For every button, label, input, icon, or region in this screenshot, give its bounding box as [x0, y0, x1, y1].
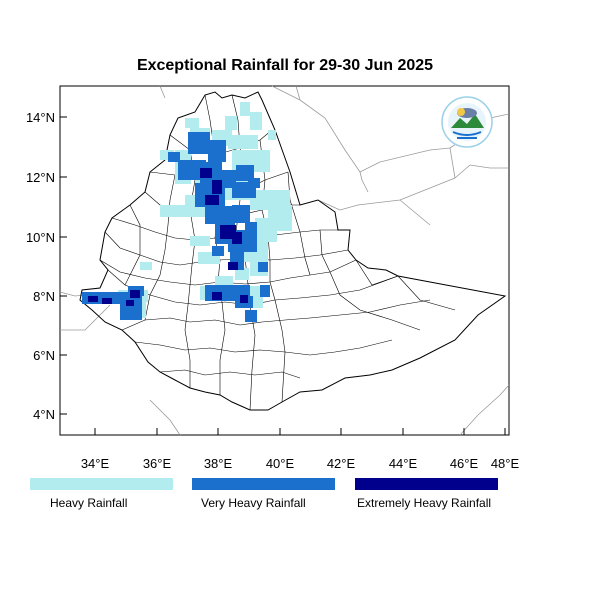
- extremely-heavy-rainfall-cell: [232, 232, 242, 244]
- heavy-rainfall-cell: [225, 116, 237, 130]
- heavy-rainfall-cell: [160, 205, 184, 217]
- institute-logo: [441, 96, 493, 148]
- neighbor-borders: [59, 85, 510, 436]
- y-tick-label: 4°N: [33, 407, 55, 422]
- x-tick-label: 44°E: [389, 456, 418, 471]
- heavy-rainfall-cell: [255, 218, 277, 242]
- extremely-heavy-rainfall-cell: [240, 295, 248, 303]
- x-tick-label: 46°E: [450, 456, 479, 471]
- very-heavy-rainfall-cell: [178, 160, 206, 180]
- heavy-rainfall-cell: [250, 112, 262, 130]
- extremely-heavy-rainfall-cell: [130, 290, 140, 298]
- very-heavy-rainfall-cell: [212, 246, 224, 256]
- very-heavy-rainfall-cell: [208, 140, 226, 162]
- extremely-heavy-rainfall-cell: [205, 195, 219, 205]
- heavy-rainfall-cell: [235, 268, 249, 280]
- y-tick-label: 6°N: [33, 348, 55, 363]
- map-plot-frame: [59, 85, 510, 436]
- legend-label-heavy: Heavy Rainfall: [50, 496, 128, 510]
- very-heavy-rainfall-cell: [232, 205, 250, 223]
- legend-swatch-extremely-heavy: [355, 478, 498, 490]
- extremely-heavy-rainfall-cell: [88, 296, 98, 302]
- map-title: Exceptional Rainfall for 29-30 Jun 2025: [136, 57, 434, 74]
- very-heavy-rainfall-cell: [260, 285, 270, 297]
- extremely-heavy-rainfall-area: [88, 168, 248, 306]
- x-axis: 34°E 36°E 38°E 40°E 42°E 44°E 46°E 48°E: [81, 428, 520, 471]
- heavy-rainfall-cell: [185, 118, 199, 128]
- extremely-heavy-rainfall-cell: [102, 298, 112, 304]
- very-heavy-rainfall-cell: [236, 165, 254, 181]
- very-heavy-rainfall-cell: [205, 206, 233, 224]
- x-tick-label: 34°E: [81, 456, 110, 471]
- y-tick-label: 14°N: [26, 110, 55, 125]
- y-tick-label: 10°N: [26, 230, 55, 245]
- x-tick-label: 36°E: [143, 456, 172, 471]
- heavy-rainfall-cell: [190, 236, 210, 246]
- admin-boundaries: [99, 94, 456, 411]
- very-heavy-rainfall-cell: [258, 262, 268, 272]
- very-heavy-rainfall-cell: [245, 310, 257, 322]
- legend-label-very-heavy: Very Heavy Rainfall: [201, 496, 306, 510]
- very-heavy-rainfall-cell: [120, 298, 142, 320]
- heavy-rainfall-cell: [228, 135, 258, 149]
- very-heavy-rainfall-cell: [245, 222, 257, 252]
- legend-swatch-heavy: [30, 478, 173, 490]
- x-tick-label: 42°E: [327, 456, 356, 471]
- very-heavy-rainfall-cell: [168, 152, 180, 162]
- heavy-rainfall-cell: [240, 102, 250, 116]
- extremely-heavy-rainfall-cell: [212, 292, 222, 300]
- extremely-heavy-rainfall-cell: [228, 262, 238, 270]
- extremely-heavy-rainfall-cell: [126, 300, 134, 306]
- heavy-rainfall-cell: [268, 130, 276, 140]
- heavy-rainfall-cell: [140, 262, 152, 270]
- heavy-rainfall-cell: [180, 205, 205, 217]
- legend-label-extremely-heavy: Extremely Heavy Rainfall: [357, 496, 492, 510]
- legend-swatch-very-heavy: [192, 478, 335, 490]
- x-tick-label: 38°E: [204, 456, 233, 471]
- extremely-heavy-rainfall-cell: [200, 168, 212, 178]
- x-tick-label: 40°E: [266, 456, 295, 471]
- ethiopia-outline: [79, 91, 507, 411]
- y-axis: 14°N 12°N 10°N 8°N 6°N 4°N: [26, 110, 67, 422]
- very-heavy-rainfall-cell: [188, 132, 210, 154]
- extremely-heavy-rainfall-cell: [212, 180, 222, 194]
- very-heavy-rainfall-cell: [248, 178, 260, 188]
- y-tick-label: 12°N: [26, 170, 55, 185]
- heavy-rainfall-cell: [160, 150, 174, 160]
- heavy-rainfall-cell: [215, 276, 233, 286]
- x-tick-label: 48°E: [491, 456, 520, 471]
- y-tick-label: 8°N: [33, 289, 55, 304]
